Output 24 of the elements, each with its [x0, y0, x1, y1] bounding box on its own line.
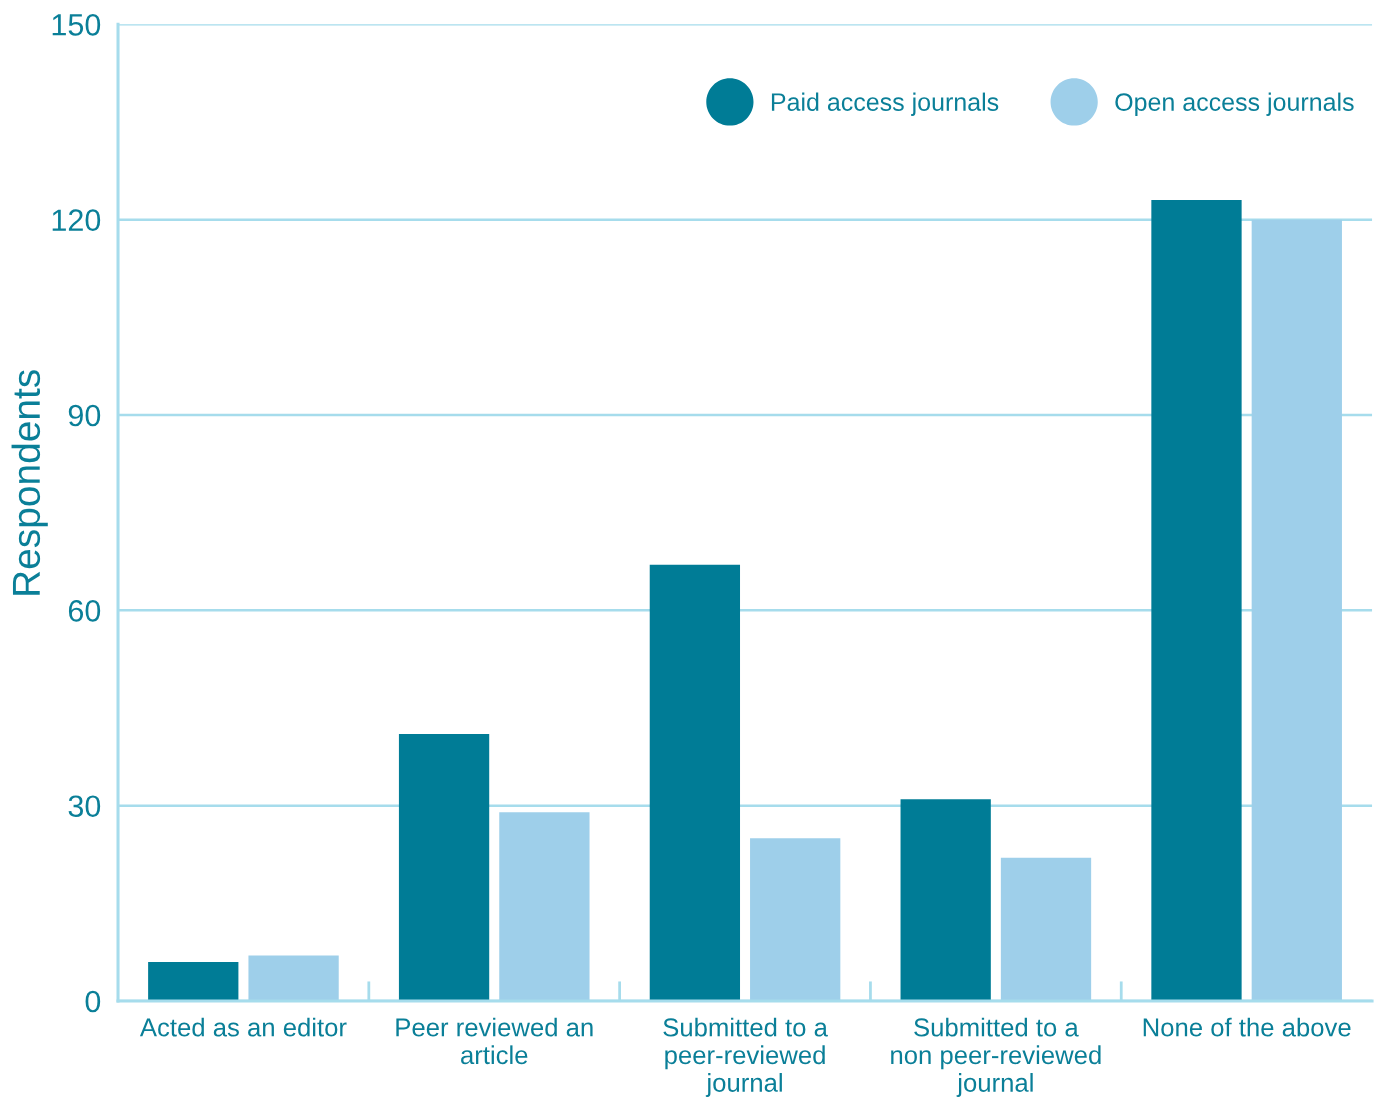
x-tick-label: Peer reviewed an article — [396, 1017, 593, 1065]
bar — [1000, 857, 1092, 1001]
x-tick-label: Acted as an editor — [139, 1017, 347, 1037]
bar — [1251, 219, 1342, 1001]
bar — [750, 838, 841, 1001]
bar — [499, 812, 590, 1001]
y-tick-label: 60 — [68, 600, 101, 622]
bar — [248, 955, 339, 1001]
y-tick-label: 0 — [85, 990, 101, 1013]
x-tick-label: Submitted to a non peer-reviewed journal — [891, 1017, 1101, 1097]
y-tick-label: 120 — [52, 209, 101, 231]
legend-label: Paid access journals — [771, 92, 999, 116]
bar — [148, 961, 239, 1001]
bar — [398, 734, 490, 1001]
bar — [900, 799, 991, 1001]
bar — [1151, 200, 1242, 1001]
y-tick-label: 150 — [52, 14, 101, 36]
bar — [649, 564, 741, 1001]
x-tick-label: Submitted to a peer-reviewed journal — [663, 1017, 828, 1097]
y-axis-title: Respondents — [11, 370, 48, 595]
legend-label: Open access journals — [1115, 92, 1354, 116]
y-tick-label: 90 — [68, 404, 101, 427]
y-tick-label: 30 — [68, 795, 101, 818]
x-tick-label: None of the above — [1143, 1017, 1351, 1037]
